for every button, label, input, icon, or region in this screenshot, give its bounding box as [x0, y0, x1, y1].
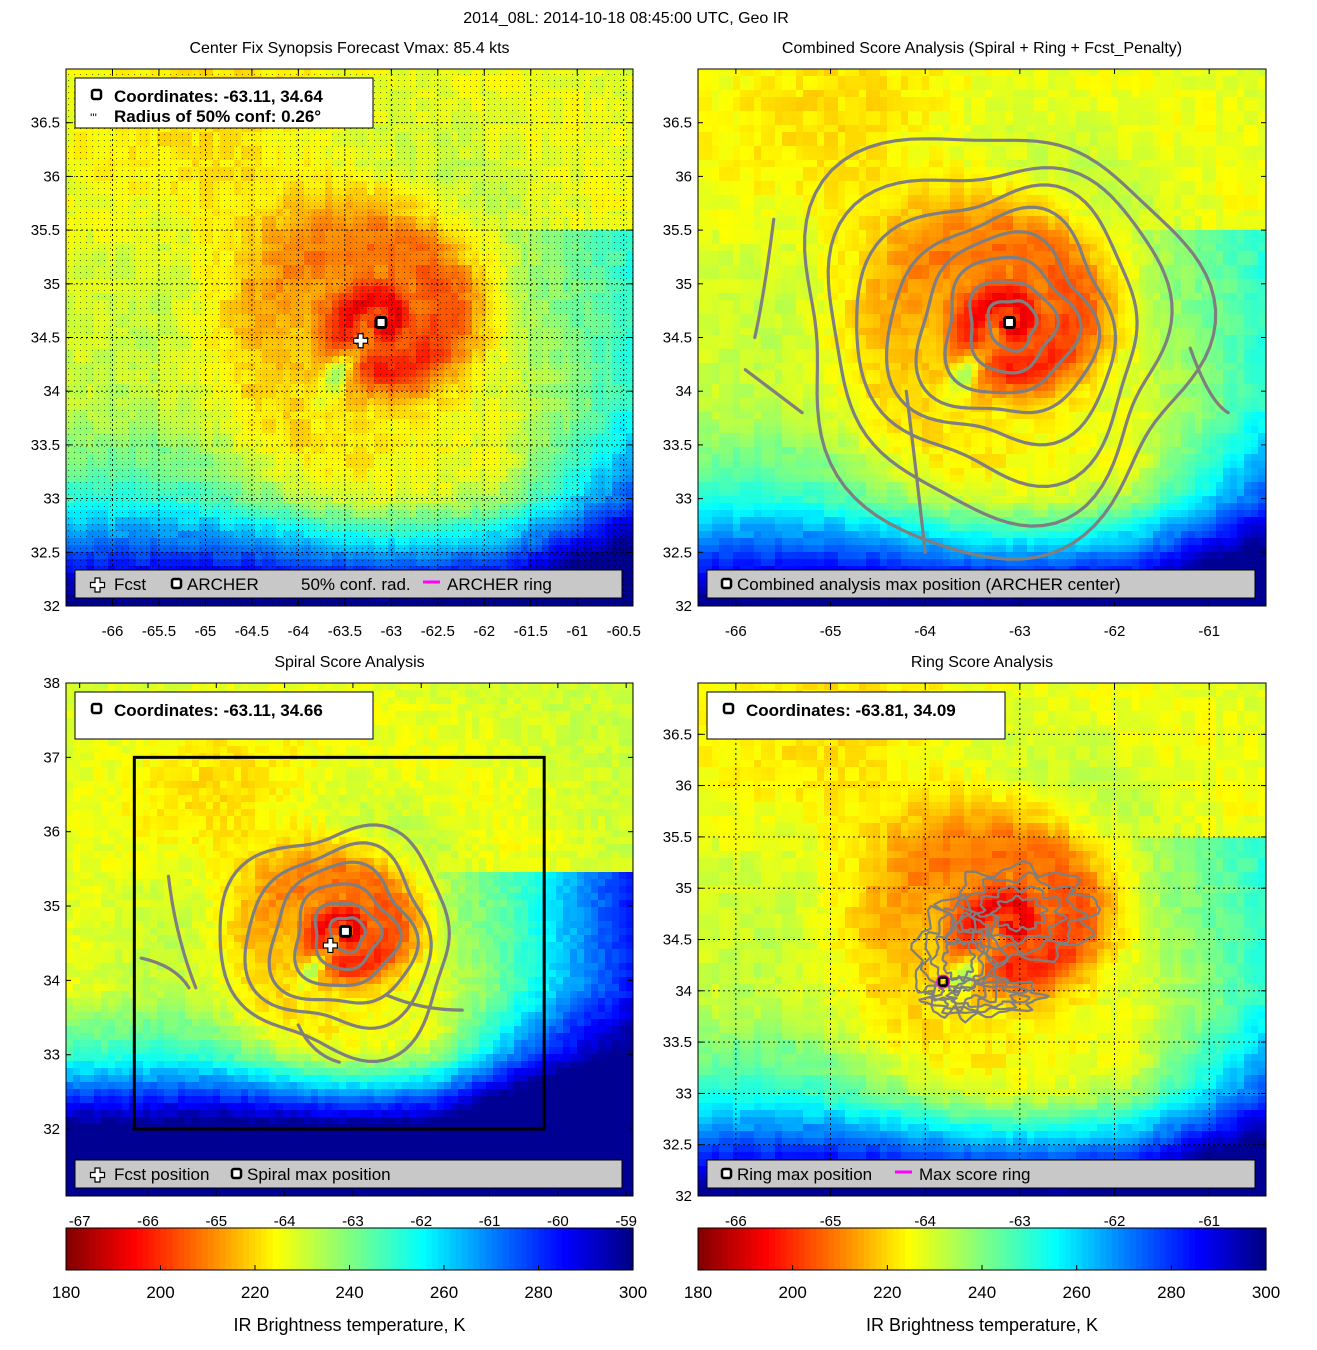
heatmap-synopsis — [66, 69, 633, 606]
figure-title: 2014_08L: 2014-10-18 08:45:00 UTC, Geo I… — [463, 10, 789, 27]
panel-synopsis: -66 -65.5 -65 -64.5 -64 -63.5 -63 -62.5 -62 -61.5… — [31, 40, 641, 640]
